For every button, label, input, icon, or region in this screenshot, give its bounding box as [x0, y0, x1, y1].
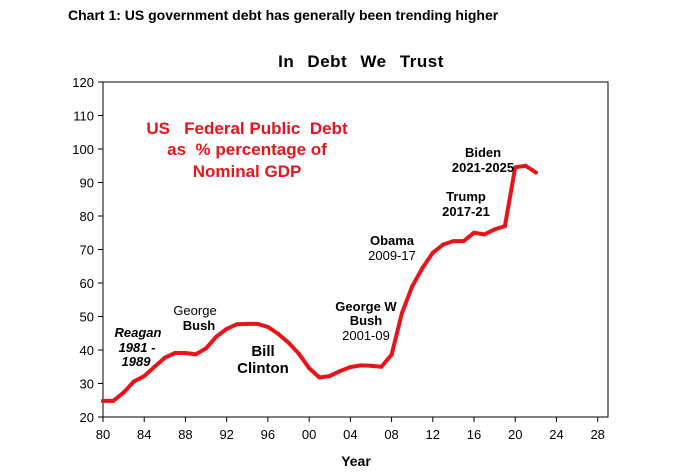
- data-point: [379, 364, 384, 369]
- annotation-trump-2: 2017-21: [442, 204, 490, 219]
- y-tick-label: 40: [80, 343, 94, 358]
- x-tick-label: 92: [219, 427, 233, 442]
- data-point: [461, 239, 466, 244]
- data-point: [410, 284, 415, 289]
- data-point: [492, 227, 497, 232]
- y-tick-label: 20: [80, 410, 94, 425]
- annotation-reagan-3: 1989: [122, 354, 152, 369]
- x-tick-label: 00: [302, 427, 316, 442]
- annotation-george-w-bush-3: 2001-09: [342, 328, 390, 343]
- data-point: [265, 324, 270, 329]
- data-point: [296, 351, 301, 356]
- x-axis-label: Year: [341, 453, 371, 469]
- annotation-george-bush-1: George: [173, 303, 216, 318]
- data-point: [142, 374, 147, 379]
- data-point: [533, 170, 538, 175]
- x-tick-label: 20: [508, 427, 522, 442]
- data-point: [245, 321, 250, 326]
- y-tick-label: 100: [72, 142, 94, 157]
- annotation-biden-1: Biden: [465, 145, 501, 160]
- data-point: [152, 364, 157, 369]
- data-point: [430, 250, 435, 255]
- data-point: [389, 352, 394, 357]
- x-tick-label: 12: [426, 427, 440, 442]
- data-point: [235, 322, 239, 327]
- data-point: [224, 326, 229, 331]
- data-point: [162, 355, 167, 360]
- x-tick-label: 16: [467, 427, 481, 442]
- annotation-reagan-2: 1981 -: [119, 340, 156, 355]
- y-tick-label: 80: [80, 209, 94, 224]
- data-point: [173, 351, 178, 355]
- data-point: [121, 390, 126, 395]
- series-note-line-2: as % percentage of: [167, 140, 327, 159]
- annotation-george-w-bush-2: Bush: [350, 313, 383, 328]
- data-point: [276, 331, 281, 336]
- data-point: [338, 369, 342, 374]
- y-tick-label: 110: [73, 109, 94, 124]
- data-point: [513, 165, 518, 170]
- data-point: [399, 311, 404, 316]
- data-point: [214, 334, 219, 339]
- data-point: [502, 224, 507, 229]
- data-point: [482, 232, 487, 237]
- y-tick-label: 60: [80, 276, 94, 291]
- data-point: [358, 363, 363, 368]
- data-point: [193, 352, 198, 357]
- annotation-reagan-1: Reagan: [115, 325, 162, 340]
- x-tick-label: 84: [137, 427, 151, 442]
- data-point: [101, 398, 105, 403]
- data-point: [523, 163, 528, 168]
- annotation-george-bush-2: Bush: [183, 318, 216, 333]
- y-tick-label: 90: [80, 176, 94, 191]
- data-point: [183, 351, 188, 355]
- x-tick-label: 96: [261, 427, 275, 442]
- data-point: [472, 230, 476, 235]
- x-tick-label: 80: [96, 427, 110, 442]
- annotation-obama-1: Obama: [370, 233, 415, 248]
- annotation-biden-2: 2021-2025: [452, 160, 514, 175]
- data-point: [286, 340, 291, 345]
- data-point: [420, 265, 425, 270]
- series-note-line-1: US Federal Public Debt: [146, 119, 348, 138]
- annotation-obama-2: 2009-17: [368, 248, 416, 263]
- chart-title: In Debt We Trust: [278, 52, 444, 71]
- page-title: Chart 1: US government debt has generall…: [68, 7, 499, 23]
- annotation-bill-clinton-1: Bill: [251, 343, 274, 360]
- y-tick-label: 30: [80, 377, 94, 392]
- x-tick-label: 04: [343, 427, 357, 442]
- data-point: [441, 242, 446, 247]
- y-tick-label: 70: [80, 243, 94, 258]
- data-point: [369, 363, 373, 368]
- data-point: [204, 346, 209, 351]
- x-tick-label: 08: [384, 427, 398, 442]
- data-point: [255, 321, 260, 326]
- data-point: [317, 375, 322, 380]
- data-point: [307, 366, 312, 371]
- x-tick-label: 88: [178, 427, 192, 442]
- data-point: [348, 365, 353, 370]
- annotation-trump-1: Trump: [446, 189, 486, 204]
- data-point: [451, 239, 456, 244]
- series-note-line-3: Nominal GDP: [193, 162, 302, 181]
- x-tick-label: 24: [549, 427, 563, 442]
- x-tick-label: 28: [590, 427, 604, 442]
- y-tick-label: 120: [72, 75, 94, 90]
- data-point: [111, 398, 116, 403]
- data-point: [327, 374, 332, 379]
- annotation-bill-clinton-2: Clinton: [237, 360, 289, 377]
- data-point: [131, 379, 136, 384]
- annotation-george-w-bush-1: George W: [335, 299, 397, 314]
- y-tick-label: 50: [80, 310, 94, 325]
